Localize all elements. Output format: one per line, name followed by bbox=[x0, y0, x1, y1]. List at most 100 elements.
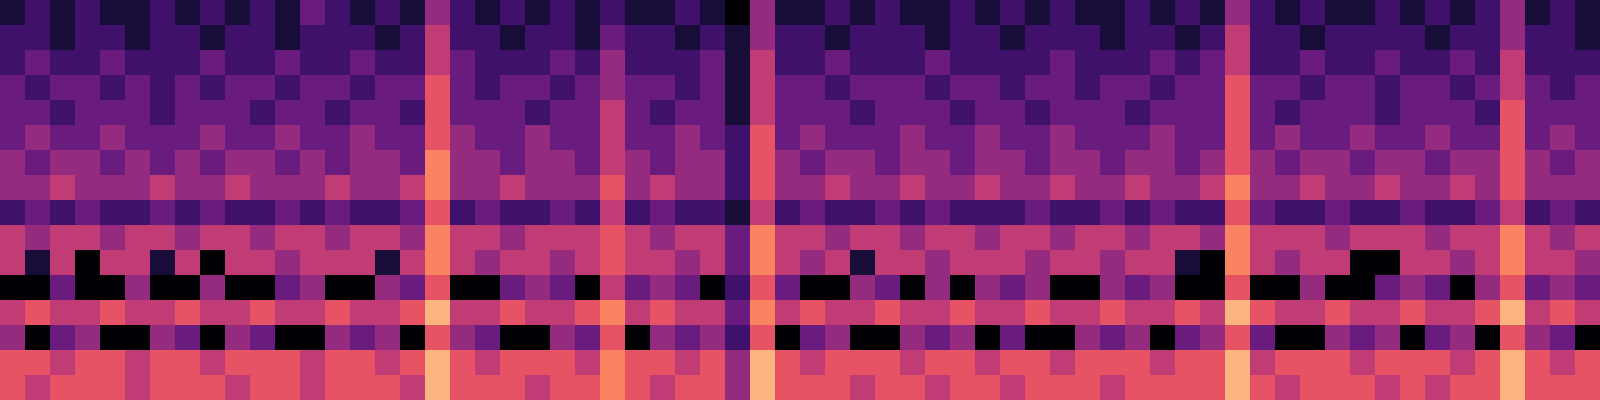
cell bbox=[575, 50, 601, 76]
cell bbox=[875, 75, 901, 101]
cell bbox=[400, 375, 426, 400]
cell bbox=[550, 100, 576, 126]
cell bbox=[425, 225, 451, 251]
cell bbox=[1000, 125, 1026, 151]
cell bbox=[925, 325, 951, 351]
cell bbox=[825, 275, 851, 301]
cell bbox=[25, 200, 51, 226]
cell bbox=[1400, 25, 1426, 51]
cell bbox=[675, 375, 701, 400]
cell bbox=[1275, 125, 1301, 151]
cell bbox=[350, 375, 376, 400]
cell bbox=[375, 225, 401, 251]
cell bbox=[275, 300, 301, 326]
cell bbox=[1525, 150, 1551, 176]
cell bbox=[0, 275, 26, 301]
cell bbox=[1325, 75, 1351, 101]
cell bbox=[1025, 200, 1051, 226]
cell bbox=[1350, 25, 1376, 51]
cell bbox=[725, 200, 751, 226]
cell bbox=[375, 125, 401, 151]
cell bbox=[850, 375, 876, 400]
cell bbox=[1125, 275, 1151, 301]
cell bbox=[650, 225, 676, 251]
cell bbox=[975, 250, 1001, 276]
cell bbox=[625, 50, 651, 76]
cell bbox=[1000, 100, 1026, 126]
cell bbox=[925, 275, 951, 301]
cell bbox=[75, 0, 101, 26]
cell bbox=[850, 200, 876, 226]
cell bbox=[1075, 125, 1101, 151]
cell bbox=[1300, 350, 1326, 376]
cell bbox=[175, 125, 201, 151]
cell bbox=[1200, 225, 1226, 251]
cell bbox=[325, 75, 351, 101]
cell bbox=[775, 200, 801, 226]
cell bbox=[675, 100, 701, 126]
cell bbox=[575, 25, 601, 51]
cell bbox=[1150, 0, 1176, 26]
cell bbox=[1300, 300, 1326, 326]
cell bbox=[525, 150, 551, 176]
cell bbox=[625, 100, 651, 126]
cell bbox=[800, 125, 826, 151]
cell bbox=[125, 350, 151, 376]
cell bbox=[1275, 250, 1301, 276]
cell bbox=[1300, 250, 1326, 276]
cell bbox=[450, 125, 476, 151]
cell bbox=[1475, 250, 1501, 276]
cell bbox=[750, 175, 776, 201]
cell bbox=[150, 0, 176, 26]
cell bbox=[1250, 0, 1276, 26]
cell bbox=[325, 275, 351, 301]
cell bbox=[500, 350, 526, 376]
cell bbox=[1475, 150, 1501, 176]
cell bbox=[1400, 375, 1426, 400]
cell bbox=[1325, 350, 1351, 376]
cell bbox=[1500, 375, 1526, 400]
cell bbox=[900, 150, 926, 176]
cell bbox=[1550, 175, 1576, 201]
cell bbox=[1325, 150, 1351, 176]
cell bbox=[375, 150, 401, 176]
cell bbox=[1175, 75, 1201, 101]
cell bbox=[1575, 150, 1600, 176]
cell bbox=[25, 150, 51, 176]
cell bbox=[575, 225, 601, 251]
cell bbox=[1100, 375, 1126, 400]
cell bbox=[275, 0, 301, 26]
cell bbox=[950, 75, 976, 101]
cell bbox=[1250, 250, 1276, 276]
cell bbox=[0, 225, 26, 251]
cell bbox=[1125, 300, 1151, 326]
cell bbox=[1125, 50, 1151, 76]
cell bbox=[700, 0, 726, 26]
cell bbox=[400, 150, 426, 176]
cell bbox=[850, 175, 876, 201]
cell bbox=[75, 250, 101, 276]
cell bbox=[75, 175, 101, 201]
cell bbox=[925, 225, 951, 251]
cell bbox=[500, 150, 526, 176]
cell bbox=[75, 75, 101, 101]
cell bbox=[1175, 225, 1201, 251]
cell bbox=[450, 200, 476, 226]
cell bbox=[850, 0, 876, 26]
cell bbox=[1125, 175, 1151, 201]
cell bbox=[625, 275, 651, 301]
cell bbox=[1250, 125, 1276, 151]
cell bbox=[500, 225, 526, 251]
cell bbox=[25, 100, 51, 126]
cell bbox=[100, 275, 126, 301]
cell bbox=[1425, 375, 1451, 400]
cell bbox=[800, 0, 826, 26]
cell bbox=[675, 275, 701, 301]
cell bbox=[175, 325, 201, 351]
cell bbox=[325, 225, 351, 251]
cell bbox=[750, 75, 776, 101]
cell bbox=[225, 175, 251, 201]
cell bbox=[1500, 50, 1526, 76]
cell bbox=[550, 0, 576, 26]
cell bbox=[1200, 200, 1226, 226]
